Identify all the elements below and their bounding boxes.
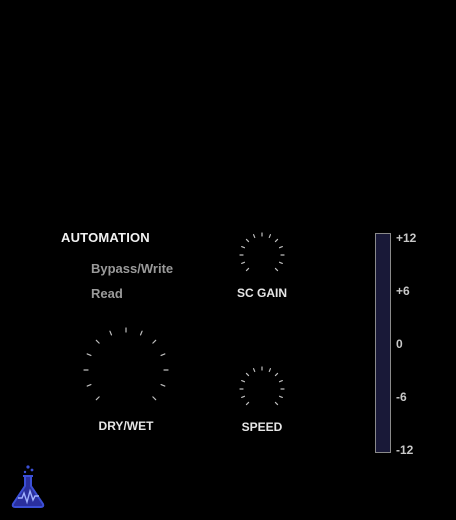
meter-tick-plus-6: +6: [396, 284, 410, 298]
knob-tick: [160, 353, 166, 357]
meter-tick-plus-12: +12: [396, 231, 417, 245]
speed-knob[interactable]: [236, 366, 288, 409]
knob-tick: [152, 339, 157, 344]
knob-tick: [86, 353, 92, 357]
knob-tick: [241, 395, 246, 399]
knob-tick: [160, 383, 166, 387]
knob-tick: [241, 245, 246, 249]
knob-tick: [278, 245, 283, 249]
knob-tick: [95, 339, 100, 344]
speed-label: SPEED: [241, 420, 283, 434]
knob-tick: [274, 267, 279, 272]
knob-tick: [245, 238, 250, 243]
knob-tick: [241, 379, 246, 383]
dry-wet-label: DRY/WET: [98, 419, 154, 433]
knob-tick: [241, 261, 246, 265]
knob-tick: [274, 238, 279, 243]
knob-tick: [245, 401, 250, 406]
knob-tick: [274, 372, 279, 377]
meter-tick-minus-6: -6: [396, 390, 407, 404]
sc-gain-label: SC GAIN: [236, 286, 287, 300]
knob-tick: [252, 234, 256, 239]
knob-tick: [268, 234, 272, 239]
knob-tick: [86, 383, 92, 387]
knob-tick: [278, 395, 283, 399]
knob-tick: [109, 330, 113, 336]
knob-tick: [95, 396, 100, 401]
flask-icon: [11, 465, 45, 508]
knob-tick: [245, 267, 250, 272]
knob-tick: [252, 368, 256, 373]
knob-tick: [278, 261, 283, 265]
output-level-meter[interactable]: [375, 233, 391, 453]
automation-option-bypass-write[interactable]: Bypass/Write: [91, 261, 174, 276]
meter-tick-0: 0: [396, 337, 403, 351]
dry-wet-knob[interactable]: [79, 327, 173, 406]
knob-tick: [139, 330, 143, 336]
meter-tick-minus-12: -12: [396, 443, 414, 457]
knob-tick: [245, 372, 250, 377]
sc-gain-knob[interactable]: [236, 232, 288, 275]
knob-tick: [274, 401, 279, 406]
knob-tick: [152, 396, 157, 401]
knob-tick: [268, 368, 272, 373]
knob-tick: [278, 379, 283, 383]
automation-heading: AUTOMATION: [61, 230, 150, 245]
automation-option-read[interactable]: Read: [91, 286, 123, 301]
